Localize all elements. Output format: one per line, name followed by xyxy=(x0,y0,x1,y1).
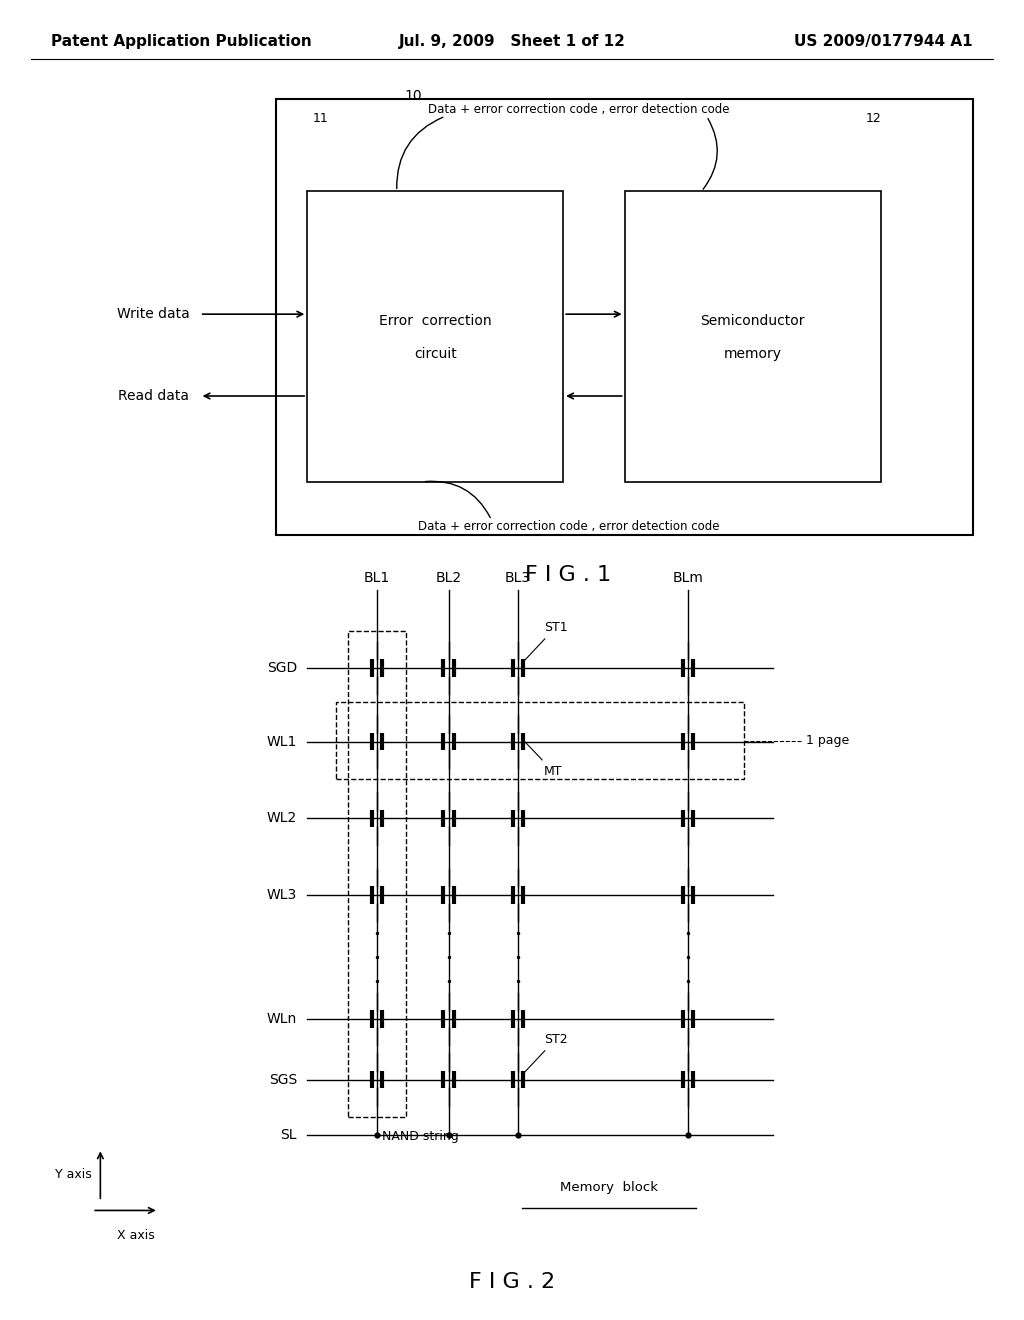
Text: Y axis: Y axis xyxy=(55,1168,92,1181)
Text: F I G . 1: F I G . 1 xyxy=(525,565,611,585)
Text: ST1: ST1 xyxy=(523,620,567,661)
Text: NAND string: NAND string xyxy=(382,1130,459,1143)
Text: Error  correction: Error correction xyxy=(379,314,492,327)
Text: WL3: WL3 xyxy=(266,888,297,902)
Text: ST2: ST2 xyxy=(523,1032,567,1073)
Text: Patent Application Publication: Patent Application Publication xyxy=(51,34,312,49)
Text: SGS: SGS xyxy=(268,1073,297,1086)
Text: SGD: SGD xyxy=(266,661,297,675)
Text: X axis: X axis xyxy=(117,1229,155,1242)
Text: BL2: BL2 xyxy=(435,570,462,585)
Text: 1 page: 1 page xyxy=(806,734,849,747)
Text: SL: SL xyxy=(281,1129,297,1142)
Text: memory: memory xyxy=(724,347,781,360)
Bar xyxy=(625,191,881,482)
Text: 12: 12 xyxy=(865,112,881,125)
Text: US 2009/0177944 A1: US 2009/0177944 A1 xyxy=(795,34,973,49)
Text: Data + error correction code , error detection code: Data + error correction code , error det… xyxy=(418,520,719,533)
Text: circuit: circuit xyxy=(414,347,457,360)
Text: BL3: BL3 xyxy=(505,570,531,585)
Text: Read data: Read data xyxy=(119,389,189,403)
Bar xyxy=(307,191,563,482)
Text: 10: 10 xyxy=(404,88,422,103)
Bar xyxy=(276,99,973,535)
Text: WL2: WL2 xyxy=(266,812,297,825)
Text: Data + error correction code , error detection code: Data + error correction code , error det… xyxy=(428,103,729,116)
Bar xyxy=(348,631,406,1117)
Text: Write data: Write data xyxy=(117,308,189,321)
Text: Semiconductor: Semiconductor xyxy=(700,314,805,327)
Bar xyxy=(336,702,744,779)
Text: F I G . 2: F I G . 2 xyxy=(469,1272,555,1292)
Text: WLn: WLn xyxy=(266,1012,297,1026)
Text: BL1: BL1 xyxy=(364,570,390,585)
Text: Jul. 9, 2009   Sheet 1 of 12: Jul. 9, 2009 Sheet 1 of 12 xyxy=(398,34,626,49)
Text: 11: 11 xyxy=(312,112,328,125)
Text: BLm: BLm xyxy=(673,570,703,585)
Text: Memory  block: Memory block xyxy=(560,1181,658,1195)
Text: WL1: WL1 xyxy=(266,735,297,748)
Text: MT: MT xyxy=(523,741,562,777)
